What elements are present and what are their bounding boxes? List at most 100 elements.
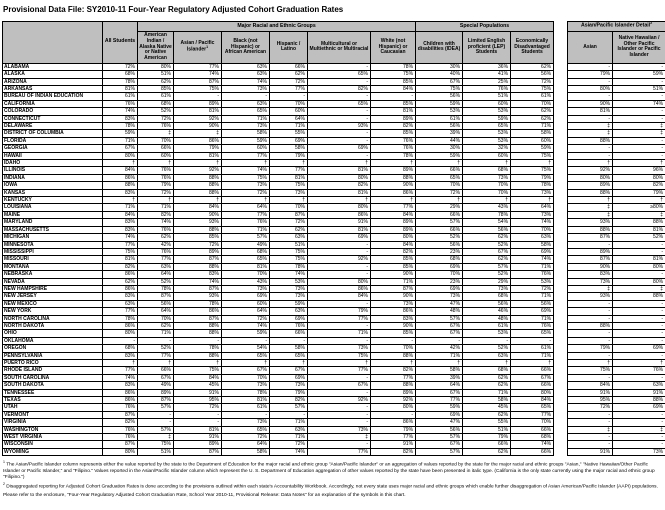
state-name: INDIANA [2, 173, 103, 183]
rate-cell: 72% [137, 114, 174, 124]
rate-cell: 79% [173, 144, 222, 153]
rate-cell: 67% [415, 329, 464, 338]
rate-cell: 76% [102, 433, 138, 442]
rate-cell: † [567, 358, 614, 368]
rate-cell: 80% [612, 173, 665, 183]
rate-cell: 72% [415, 188, 464, 198]
state-name: WYOMING [2, 447, 103, 457]
rate-cell: 40% [415, 70, 464, 79]
column-header-all: All Students [102, 21, 138, 64]
table-row: NEW HAMPSHIRE 86% 78% 87% 73% 73% 86% 87% 69% 73%… [2, 284, 665, 294]
rate-cell: 80% [307, 203, 371, 212]
rate-cell: 76% [462, 84, 512, 94]
gap-cell [553, 226, 568, 234]
rate-cell: 83% [173, 270, 222, 279]
rate-cell: 70% [369, 344, 417, 353]
rate-cell: 53% [462, 129, 512, 138]
rate-cell: 55% [269, 129, 308, 138]
rate-cell: 78% [369, 62, 417, 72]
gap-cell [553, 366, 568, 375]
rate-cell: 71% [102, 203, 138, 212]
rate-cell: 90% [567, 99, 614, 109]
rate-cell: † [369, 358, 417, 368]
rate-cell: 92% [307, 255, 371, 264]
rate-cell: 66% [269, 329, 308, 338]
column-header-white: White (not Hispanic) or Caucasian [369, 31, 417, 64]
state-name: MARYLAND [2, 218, 103, 227]
rate-cell: 77% [221, 210, 270, 220]
rate-cell: - [567, 410, 614, 420]
rate-cell: 63% [102, 299, 138, 309]
rate-cell: 87% [102, 440, 138, 449]
gap-cell [553, 300, 568, 308]
table-row: NORTH DAKOTA 86% 62% 88% 74% 76% -90% 67% 61% 76%… [2, 321, 665, 331]
rate-cell: 74% [102, 233, 138, 242]
rate-cell: 76% [369, 144, 417, 153]
column-header-idea: Children with disabilities (IDEA) [415, 31, 464, 64]
rate-cell: † [173, 358, 222, 368]
table-row: ILLINOIS 84% 76% 92% 74% 77% 81% 89% 66% 68% 75% 92… [2, 166, 665, 175]
rate-cell: 83% [102, 188, 138, 198]
rate-cell: 77% [369, 433, 417, 442]
rate-cell: - [307, 77, 371, 86]
rate-cell: 62% [510, 62, 555, 72]
rate-cell: 87% [137, 396, 174, 405]
rate-cell: 67% [221, 366, 270, 375]
rate-cell: 67% [415, 388, 464, 398]
rate-cell: 60% [510, 136, 555, 146]
rate-cell: 23% [415, 247, 464, 257]
rate-cell: 81% [307, 166, 371, 175]
column-header-asianpi: Asian / Pacific Islander1 [173, 31, 222, 64]
rate-cell: 84% [102, 210, 138, 220]
rate-cell: - [612, 373, 665, 383]
rate-cell: - [307, 418, 371, 427]
rate-cell: 92% [567, 166, 614, 175]
rate-cell: 62% [462, 447, 512, 457]
rate-cell: - [307, 403, 371, 412]
rate-cell: - [612, 299, 665, 309]
rate-cell: 77% [415, 396, 464, 405]
rate-cell: 68% [462, 166, 512, 175]
gap-cell [553, 196, 568, 204]
rate-cell: - [612, 329, 665, 338]
state-name: MASSACHUSETTS [2, 225, 103, 235]
column-header-amind: American Indian / Alaska Native or Nativ… [137, 31, 174, 64]
gap-cell [553, 70, 568, 79]
rate-cell: - [567, 307, 614, 316]
rate-cell: 64% [415, 381, 464, 390]
rate-cell: - [567, 336, 614, 346]
rate-cell: ‡ [612, 210, 665, 220]
rate-cell: 82% [269, 396, 308, 405]
rate-cell: 73% [462, 173, 512, 183]
rate-cell: 41% [462, 70, 512, 79]
rate-cell: 70% [415, 181, 464, 190]
rate-cell: 78% [102, 314, 138, 323]
footnote-disaggregated-reporting: 2 Disaggregated reporting for Adjusted C… [3, 482, 662, 491]
rate-cell: 73% [269, 284, 308, 294]
group-header-racial: Major Racial and Ethnic Groups [136, 21, 417, 32]
table-row: NEW JERSEY 83% 87% 93% 69% 73% 84% 90% 73% 68% 71%… [2, 292, 665, 301]
rate-cell: 71% [510, 262, 555, 272]
rate-cell: 43% [462, 203, 512, 212]
rate-cell: 91% [173, 433, 222, 442]
rate-cell: † [612, 196, 665, 205]
footnote-1-marker: 1 [3, 460, 5, 465]
footnote-asian-pacific-islander: 1 The Asian/Pacific Islander column repr… [3, 460, 662, 481]
rate-cell: 63% [612, 381, 665, 390]
rate-cell: 51% [462, 425, 512, 435]
rate-cell: 48% [415, 307, 464, 316]
rate-cell: 88% [612, 292, 665, 301]
rate-cell: - [307, 62, 371, 72]
rate-cell: 73% [307, 425, 371, 435]
rate-cell: 82% [369, 247, 417, 257]
state-name: GEORGIA [2, 144, 103, 153]
rate-cell: 70% [269, 203, 308, 212]
rate-cell: 78% [173, 344, 222, 353]
rate-cell: † [269, 358, 308, 368]
rate-cell: 46% [462, 307, 512, 316]
rate-cell: 63% [269, 233, 308, 242]
rate-cell: 73% [221, 84, 270, 94]
rate-cell: 61% [415, 114, 464, 124]
rate-cell: 61% [137, 92, 174, 101]
rate-cell: † [307, 159, 371, 168]
